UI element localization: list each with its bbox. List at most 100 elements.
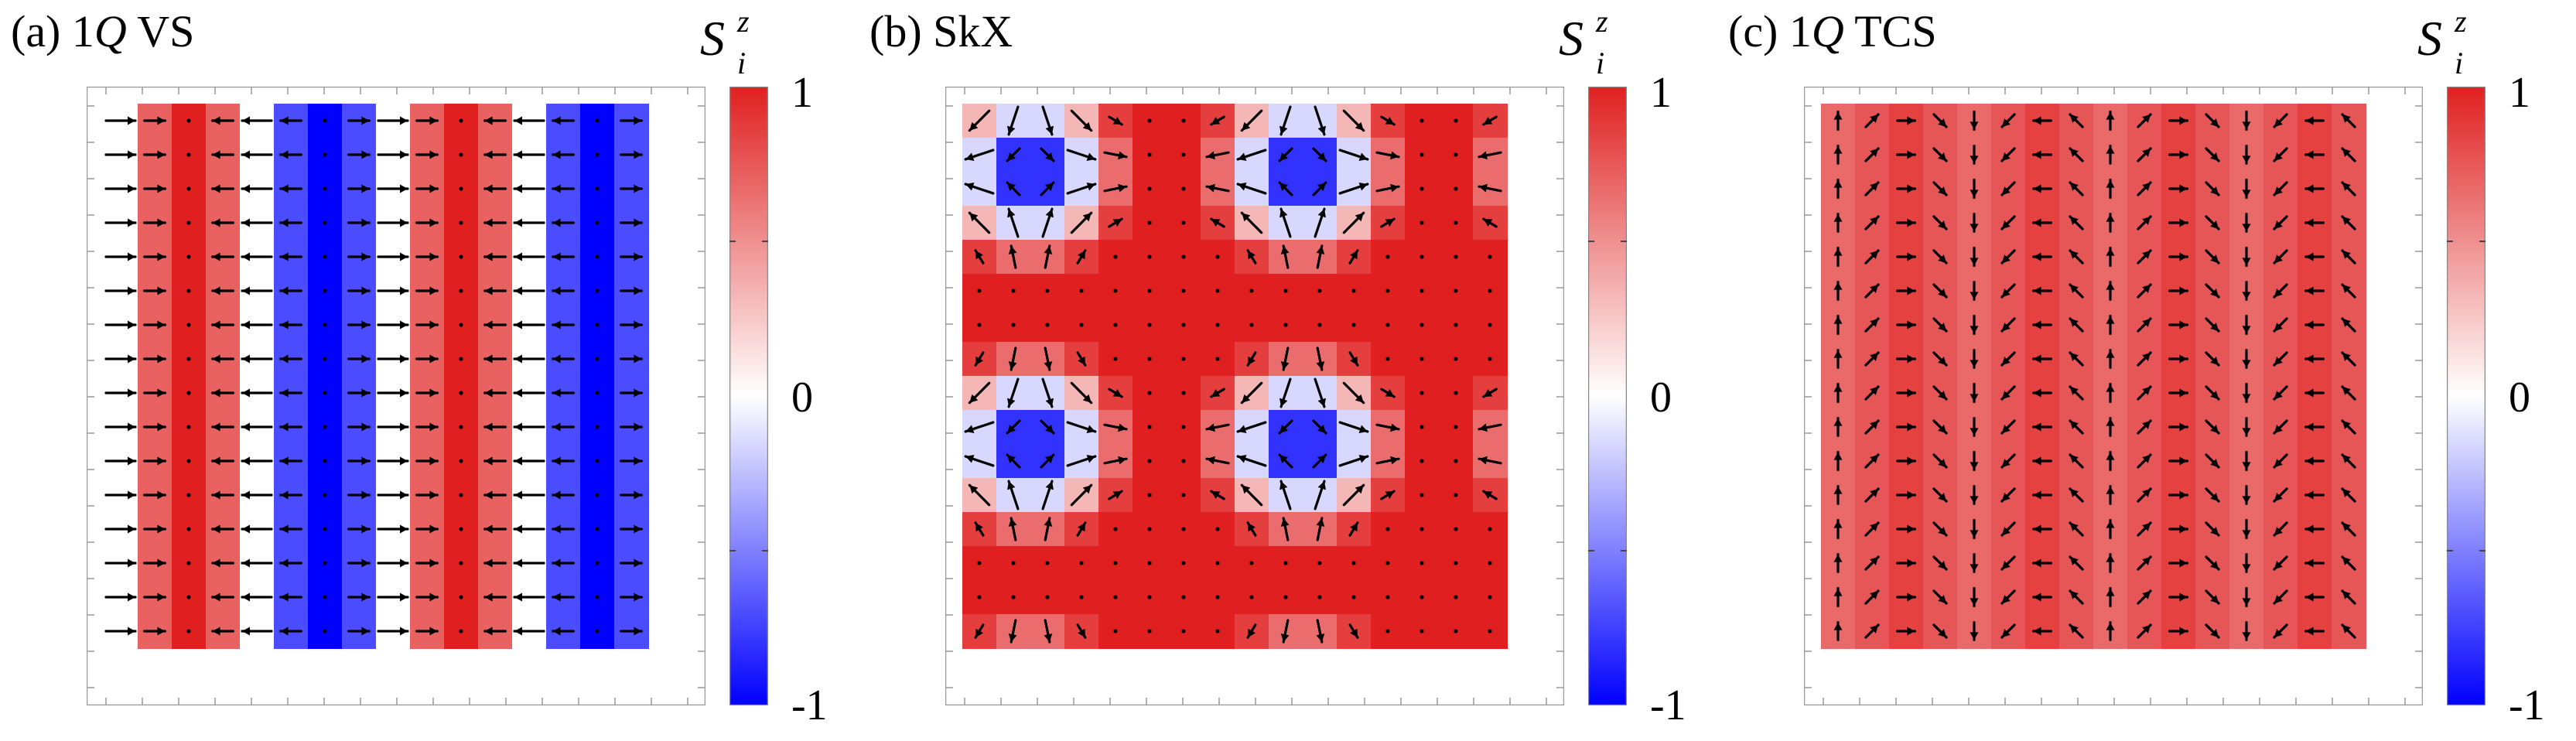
spin-arrow <box>210 116 235 125</box>
spin-arrow <box>1932 453 1948 469</box>
spin-arrow <box>2069 521 2084 537</box>
spin-arrow <box>241 150 273 159</box>
spin-arrow <box>186 527 191 531</box>
spin-arrow <box>1181 561 1186 565</box>
spin-arrow <box>142 184 167 193</box>
spin-arrow <box>278 524 303 534</box>
spin-arrow <box>1351 323 1356 327</box>
spin-arrow <box>1246 249 1257 265</box>
spin-arrow <box>1351 561 1356 565</box>
spin-arrow <box>1249 323 1254 327</box>
spin-arrow <box>513 354 545 364</box>
spin-arrow <box>2242 110 2251 131</box>
spin-arrow <box>2304 252 2325 261</box>
spin-arrow <box>2032 627 2052 636</box>
spin-arrow <box>1044 517 1053 541</box>
spin-arrow <box>595 391 600 395</box>
spin-arrow <box>483 524 507 534</box>
spin-arrow <box>1278 419 1293 435</box>
spin-arrow <box>1007 377 1020 408</box>
spin-arrow <box>2242 281 2251 301</box>
spin-arrow <box>459 425 463 429</box>
spin-arrow <box>1008 517 1017 541</box>
spin-arrow <box>513 320 545 330</box>
spin-arrow <box>1385 561 1390 565</box>
spin-arrow <box>1932 147 1948 162</box>
spin-arrow <box>2304 286 2325 295</box>
spin-arrow <box>104 218 137 227</box>
spin-arrow <box>415 627 439 636</box>
spin-arrow <box>2137 147 2152 162</box>
spin-arrow <box>2032 320 2052 330</box>
spin-arrow <box>1420 629 1424 633</box>
spin-arrow <box>968 211 991 234</box>
spin-arrow <box>1040 419 1055 435</box>
spin-arrow <box>2032 490 2052 500</box>
spin-arrow <box>1007 480 1020 511</box>
spin-arrow <box>1895 150 1916 159</box>
spin-arrow <box>2341 351 2356 367</box>
spin-arrow <box>483 150 507 159</box>
spin-arrow <box>210 184 235 193</box>
spin-arrow <box>2273 521 2288 537</box>
spin-arrow <box>2069 385 2084 401</box>
spin-arrow <box>142 422 167 432</box>
spin-arrow <box>595 493 600 497</box>
spin-arrow <box>968 109 991 132</box>
spin-arrow <box>1895 422 1916 432</box>
spin-arrow <box>2069 351 2084 367</box>
spin-arrow <box>2242 518 2251 540</box>
spin-arrow <box>2242 451 2251 471</box>
spin-arrow <box>513 388 545 398</box>
spin-arrow <box>1454 459 1458 463</box>
spin-arrow <box>1011 595 1016 599</box>
spin-arrow <box>1864 249 1880 265</box>
spin-arrow <box>2168 320 2188 330</box>
spin-arrow <box>241 592 273 602</box>
spin-arrow <box>278 218 303 227</box>
spin-arrow <box>241 286 273 295</box>
spin-arrow <box>347 184 371 193</box>
spin-arrow <box>377 490 409 500</box>
spin-arrow <box>1970 451 1979 471</box>
spin-arrow <box>241 388 273 398</box>
spin-arrow <box>1283 595 1288 599</box>
spin-arrow <box>1833 383 1843 403</box>
spin-arrow <box>1113 357 1118 361</box>
spin-arrow <box>104 286 137 295</box>
spin-arrow <box>1864 147 1880 162</box>
spin-arrow <box>2032 150 2052 159</box>
spin-arrow <box>2069 623 2084 639</box>
spin-arrow <box>2106 451 2115 471</box>
spin-arrow <box>551 150 576 159</box>
spin-arrow <box>459 152 463 157</box>
spin-arrow <box>2205 283 2220 299</box>
spin-arrow <box>1833 315 1843 335</box>
spin-arrow <box>241 490 273 500</box>
spin-arrow <box>595 425 600 429</box>
spin-arrow <box>142 150 167 159</box>
spin-arrow <box>977 595 982 599</box>
spin-arrow <box>104 524 137 534</box>
spin-arrow <box>1280 244 1290 269</box>
spin-arrow <box>2137 487 2152 503</box>
spin-arrow <box>1147 391 1152 395</box>
spin-arrow <box>142 627 167 636</box>
spin-arrow <box>551 218 576 227</box>
spin-arrow <box>1970 484 1979 506</box>
spin-arrow <box>1454 323 1458 327</box>
spin-arrow <box>1895 116 1916 125</box>
spin-arrow <box>1210 388 1225 398</box>
spin-arrow <box>1280 517 1290 541</box>
spin-arrow <box>1205 456 1230 465</box>
spin-arrow <box>1864 113 1880 128</box>
spin-arrow <box>2242 349 2251 369</box>
spin-arrow <box>1147 493 1152 497</box>
spin-arrow <box>104 252 137 261</box>
spin-arrow <box>1147 186 1152 191</box>
spin-arrow <box>2106 552 2115 574</box>
spin-arrow <box>2069 147 2084 162</box>
spin-arrow <box>104 422 137 432</box>
spin-arrow <box>1240 109 1263 132</box>
spin-arrow <box>551 252 576 261</box>
